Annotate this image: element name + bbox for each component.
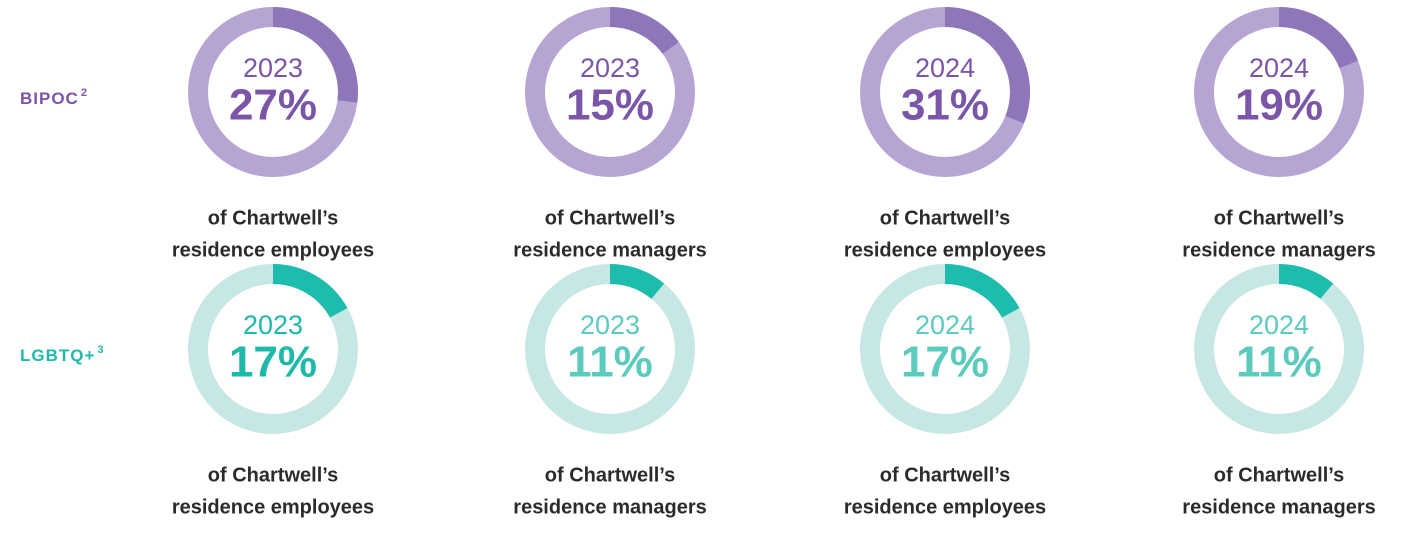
- donut-caption: of Chartwell’s: [1214, 207, 1344, 229]
- donut-segment: [609, 264, 665, 300]
- donut-caption: of Chartwell’s: [545, 207, 675, 229]
- donut-segment: [272, 264, 348, 319]
- row-label: BIPOC 2: [20, 87, 88, 109]
- row-label-text: BIPOC: [20, 89, 79, 108]
- donut-segment: [944, 7, 1030, 124]
- donut-caption: residence employees: [172, 239, 374, 261]
- donut-value-label: 17%: [901, 338, 989, 387]
- donut-caption: residence managers: [1182, 239, 1375, 261]
- donut-year: 2024: [1249, 310, 1309, 340]
- row-label-note: 3: [97, 344, 104, 356]
- donut-year: 2023: [243, 53, 303, 83]
- donut-year: 2024: [915, 310, 975, 340]
- donut-value-label: 27%: [229, 81, 317, 130]
- donut-caption: residence managers: [1182, 496, 1375, 518]
- donut-caption: of Chartwell’s: [208, 464, 338, 486]
- donut-segment: [1278, 7, 1359, 69]
- donut-caption: residence managers: [513, 496, 706, 518]
- donut-caption: of Chartwell’s: [880, 464, 1010, 486]
- row-label: LGBTQ+ 3: [20, 344, 105, 366]
- donut-year: 2023: [243, 310, 303, 340]
- donut-caption: of Chartwell’s: [880, 207, 1010, 229]
- donut-year: 2023: [580, 310, 640, 340]
- donut-value-label: 19%: [1235, 81, 1323, 130]
- donut-segment: [1278, 264, 1334, 300]
- donut-year: 2024: [915, 53, 975, 83]
- donut-caption: residence employees: [844, 239, 1046, 261]
- donut-caption: of Chartwell’s: [1214, 464, 1344, 486]
- donut-caption: residence employees: [172, 496, 374, 518]
- donut-caption: residence employees: [844, 496, 1046, 518]
- donut-caption: residence managers: [513, 239, 706, 261]
- donut-segment: [609, 7, 679, 55]
- donut-caption: of Chartwell’s: [208, 207, 338, 229]
- donut-value-label: 11%: [1236, 338, 1322, 387]
- donut-value-label: 17%: [229, 338, 317, 387]
- donut-value-label: 31%: [901, 81, 989, 130]
- donut-segment: [272, 7, 358, 103]
- row-label-note: 2: [81, 87, 88, 99]
- donut-year: 2023: [580, 53, 640, 83]
- donut-value-label: 11%: [567, 338, 653, 387]
- donut-caption: of Chartwell’s: [545, 464, 675, 486]
- donut-value-label: 15%: [566, 81, 654, 130]
- donut-year: 2024: [1249, 53, 1309, 83]
- row-label-text: LGBTQ+: [20, 346, 95, 365]
- donut-segment: [944, 264, 1020, 319]
